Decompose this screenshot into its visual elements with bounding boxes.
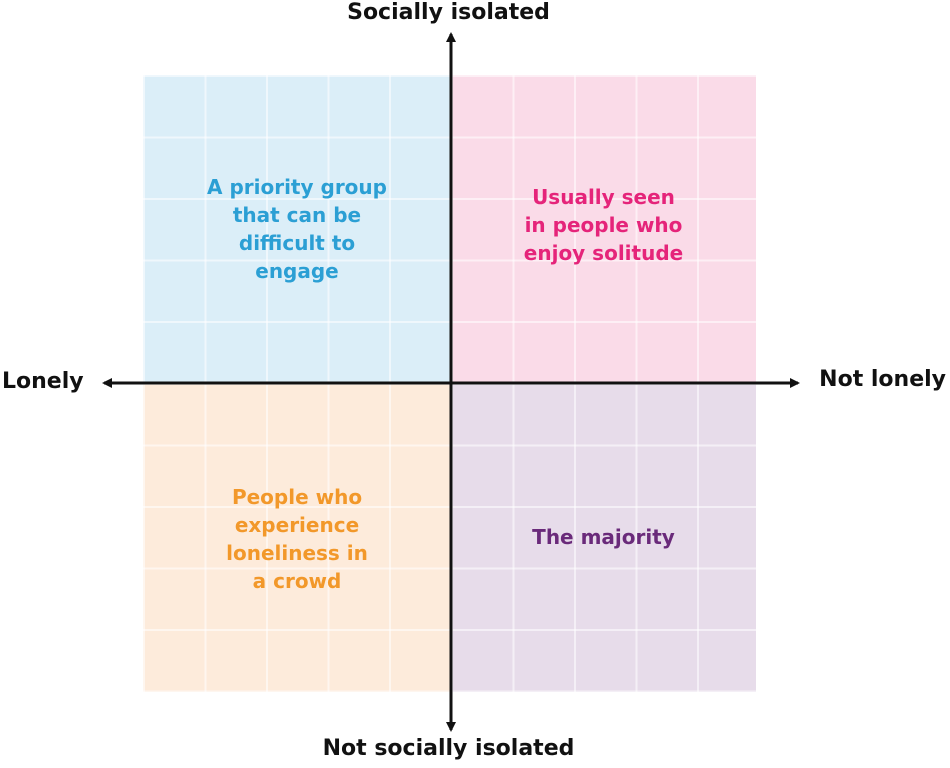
quadrant-grid <box>143 383 451 692</box>
axis-label-not-socially-isolated: Not socially isolated <box>322 736 575 761</box>
quadrant-socially-isolated-not-lonely: Usually seen in people who enjoy solitud… <box>451 75 756 383</box>
axis-label-not-lonely: Not lonely <box>819 367 946 392</box>
quadrant-label-enjoy-solitude: Usually seen in people who enjoy solitud… <box>523 185 684 265</box>
quadrant-grid <box>143 75 451 383</box>
axis-label-socially-isolated: Socially isolated <box>347 0 550 25</box>
quadrant-grid <box>451 75 756 383</box>
quadrant-socially-isolated-lonely: A priority group that can be difficult t… <box>143 75 451 383</box>
quadrant-not-isolated-lonely: People who experience loneliness in a cr… <box>143 383 451 692</box>
quadrant-not-isolated-not-lonely: The majority <box>451 383 756 692</box>
quadrant-label-lonely-in-crowd: People who experience loneliness in a cr… <box>226 485 368 593</box>
quadrant-label-priority-group: A priority group that can be difficult t… <box>207 175 387 283</box>
quadrant-grid <box>451 383 756 692</box>
axis-label-lonely: Lonely <box>2 369 84 394</box>
quadrant-label-majority: The majority <box>532 525 675 549</box>
